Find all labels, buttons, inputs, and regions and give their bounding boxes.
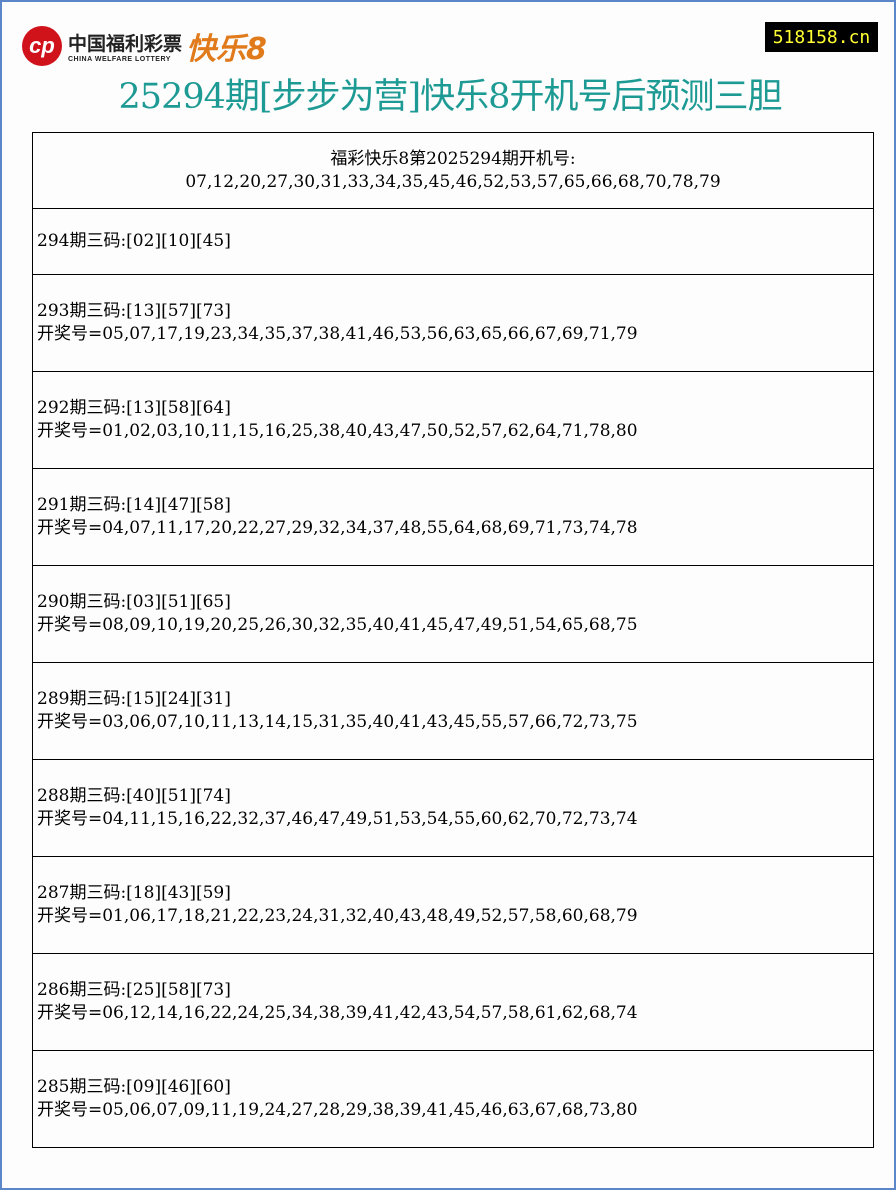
draw-label: 福彩快乐8第2025294期开机号:: [330, 148, 576, 169]
row-result: 开奖号=05,07,17,19,23,34,35,37,38,41,46,53,…: [37, 324, 638, 344]
current-pick-row: 294期三码:[02][10][45]: [32, 208, 874, 275]
table-row: 293期三码:[13][57][73] 开奖号=05,07,17,19,23,34…: [32, 274, 874, 372]
prediction-table: 福彩快乐8第2025294期开机号: 07,12,20,27,30,31,33,3…: [32, 132, 874, 1148]
table-row: 289期三码:[15][24][31] 开奖号=03,06,07,10,11,13…: [32, 662, 874, 760]
logo-en: CHINA WELFARE LOTTERY: [68, 56, 171, 63]
row-pick: 292期三码:[13][58][64]: [37, 398, 231, 418]
row-result: 开奖号=04,11,15,16,22,32,37,46,47,49,51,53,…: [37, 809, 638, 829]
table-row: 285期三码:[09][46][60] 开奖号=05,06,07,09,11,19…: [32, 1050, 874, 1148]
row-result: 开奖号=01,02,03,10,11,15,16,25,38,40,43,47,…: [37, 421, 638, 441]
lottery-logo: cp 中国福利彩票 CHINA WELFARE LOTTERY 快乐8: [22, 24, 267, 68]
row-result: 开奖号=01,06,17,18,21,22,23,24,31,32,40,43,…: [37, 906, 638, 926]
table-row: 287期三码:[18][43][59] 开奖号=01,06,17,18,21,22…: [32, 856, 874, 954]
page-title: 25294期[步步为营]快乐8开机号后预测三胆: [118, 77, 783, 117]
row-pick: 285期三码:[09][46][60]: [37, 1077, 231, 1097]
row-pick: 289期三码:[15][24][31]: [37, 689, 231, 709]
row-pick: 287期三码:[18][43][59]: [37, 883, 231, 903]
row-pick: 291期三码:[14][47][58]: [37, 495, 231, 515]
row-pick: 293期三码:[13][57][73]: [37, 301, 231, 321]
logo-game: 快乐8: [186, 32, 267, 67]
row-result: 开奖号=03,06,07,10,11,13,14,15,31,35,40,41,…: [37, 712, 638, 732]
row-result: 开奖号=06,12,14,16,22,24,25,34,38,39,41,42,…: [37, 1003, 638, 1023]
row-pick: 288期三码:[40][51][74]: [37, 786, 231, 806]
table-row: 290期三码:[03][51][65] 开奖号=08,09,10,19,20,25…: [32, 565, 874, 663]
table-row: 291期三码:[14][47][58] 开奖号=04,07,11,17,20,22…: [32, 468, 874, 566]
current-pick: 294期三码:[02][10][45]: [32, 208, 874, 275]
logo-cn: 中国福利彩票: [68, 33, 183, 55]
lottery-logo-icon: cp: [22, 26, 62, 66]
table-row: 288期三码:[40][51][74] 开奖号=04,11,15,16,22,32…: [32, 759, 874, 857]
row-result: 开奖号=05,06,07,09,11,19,24,27,28,29,38,39,…: [37, 1100, 638, 1120]
row-result: 开奖号=04,07,11,17,20,22,27,29,32,34,37,48,…: [37, 518, 638, 538]
row-result: 开奖号=08,09,10,19,20,25,26,30,32,35,40,41,…: [37, 615, 638, 635]
site-badge: 518158.cn: [765, 22, 878, 52]
table-row: 292期三码:[13][58][64] 开奖号=01,02,03,10,11,15…: [32, 371, 874, 469]
draw-row: 福彩快乐8第2025294期开机号: 07,12,20,27,30,31,33,3…: [32, 132, 874, 209]
table-row: 286期三码:[25][58][73] 开奖号=06,12,14,16,22,24…: [32, 953, 874, 1051]
row-pick: 286期三码:[25][58][73]: [37, 980, 231, 1000]
draw-numbers: 07,12,20,27,30,31,33,34,35,45,46,52,53,5…: [185, 171, 721, 192]
row-pick: 290期三码:[03][51][65]: [37, 592, 231, 612]
